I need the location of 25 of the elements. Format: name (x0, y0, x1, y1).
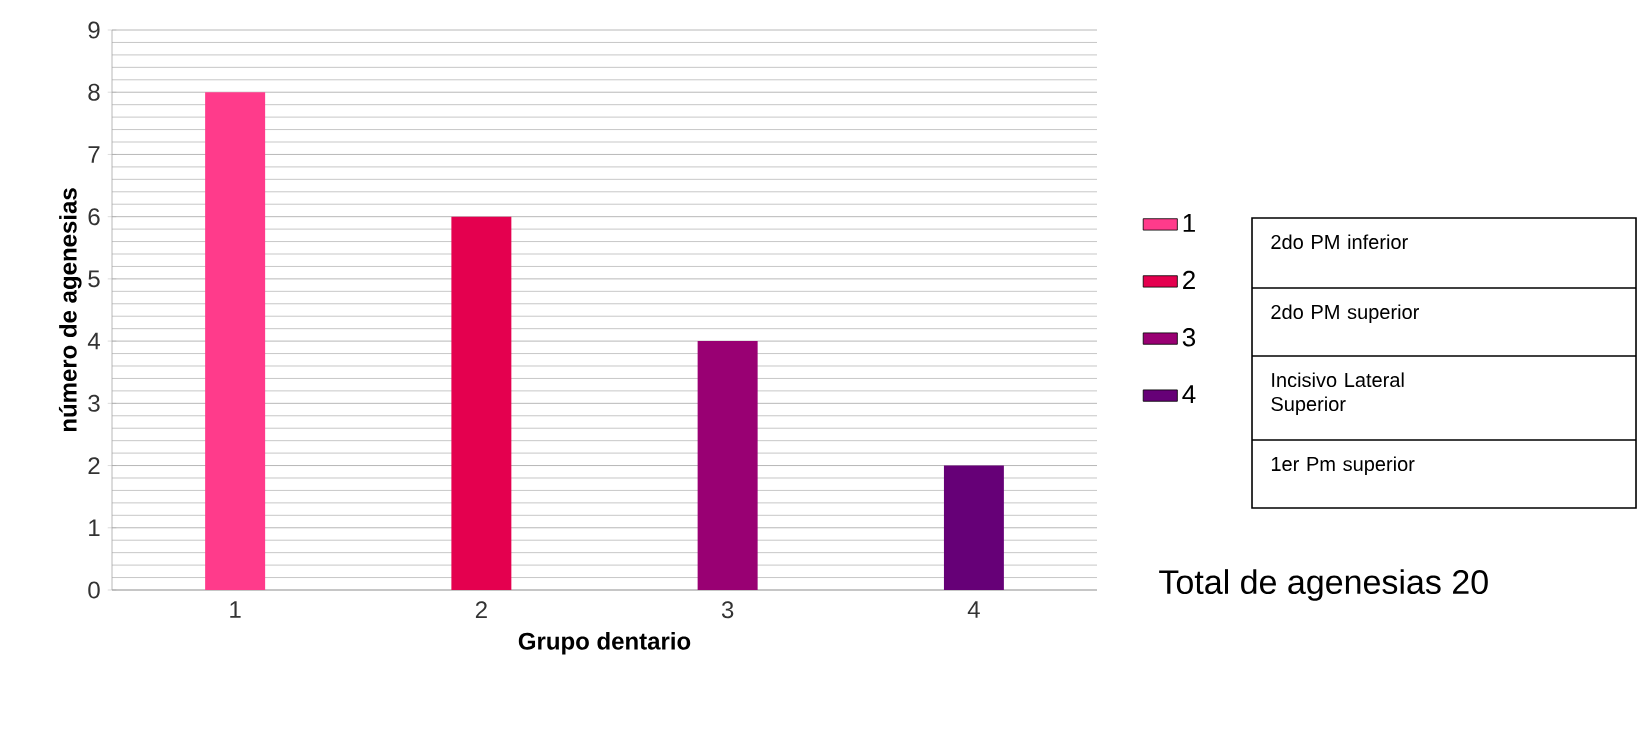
legend-label: 2 (1183, 270, 1195, 289)
text: Incisivo Lateral Superior (1271, 372, 1404, 416)
y-tick-label: 3 (88, 394, 100, 412)
legend-label: 1 (1183, 213, 1195, 232)
legend-label: 4 (1182, 385, 1196, 404)
legend-label: 3 (1182, 327, 1196, 347)
y-tick-label: 5 (88, 270, 100, 288)
y-tick-label: 4 (87, 332, 100, 350)
x-tick-label: 4 (967, 601, 980, 618)
y-tick-label: 6 (88, 208, 100, 226)
text: 1er Pm superior (1271, 456, 1415, 476)
x-tick-label: 3 (721, 601, 734, 619)
text: 2do PM superior (1271, 304, 1419, 324)
x-tick-label: 2 (475, 601, 487, 619)
text: 2do PM inferior (1271, 234, 1408, 250)
y-tick-label: 7 (88, 146, 100, 163)
y-tick-label: 1 (89, 519, 100, 537)
x-tick-label: 1 (230, 601, 241, 618)
y-tick-label: 2 (88, 457, 100, 474)
x-axis-title: Grupo dentario (518, 632, 691, 655)
y-tick-label: 9 (88, 21, 100, 39)
y-axis-title: número de agenesias (58, 188, 82, 432)
text: Total de agenesias 20 (1159, 569, 1488, 601)
y-tick-label: 0 (88, 581, 100, 599)
y-tick-label: 8 (88, 83, 100, 101)
